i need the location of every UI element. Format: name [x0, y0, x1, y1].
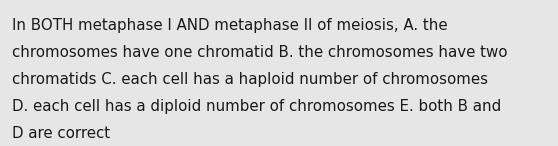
Text: D are correct: D are correct	[12, 126, 110, 141]
Text: D. each cell has a diploid number of chromosomes E. both B and: D. each cell has a diploid number of chr…	[12, 99, 502, 114]
Text: chromosomes have one chromatid B. the chromosomes have two: chromosomes have one chromatid B. the ch…	[12, 45, 508, 60]
Text: chromatids C. each cell has a haploid number of chromosomes: chromatids C. each cell has a haploid nu…	[12, 72, 488, 87]
Text: In BOTH metaphase I AND metaphase II of meiosis, A. the: In BOTH metaphase I AND metaphase II of …	[12, 18, 448, 33]
